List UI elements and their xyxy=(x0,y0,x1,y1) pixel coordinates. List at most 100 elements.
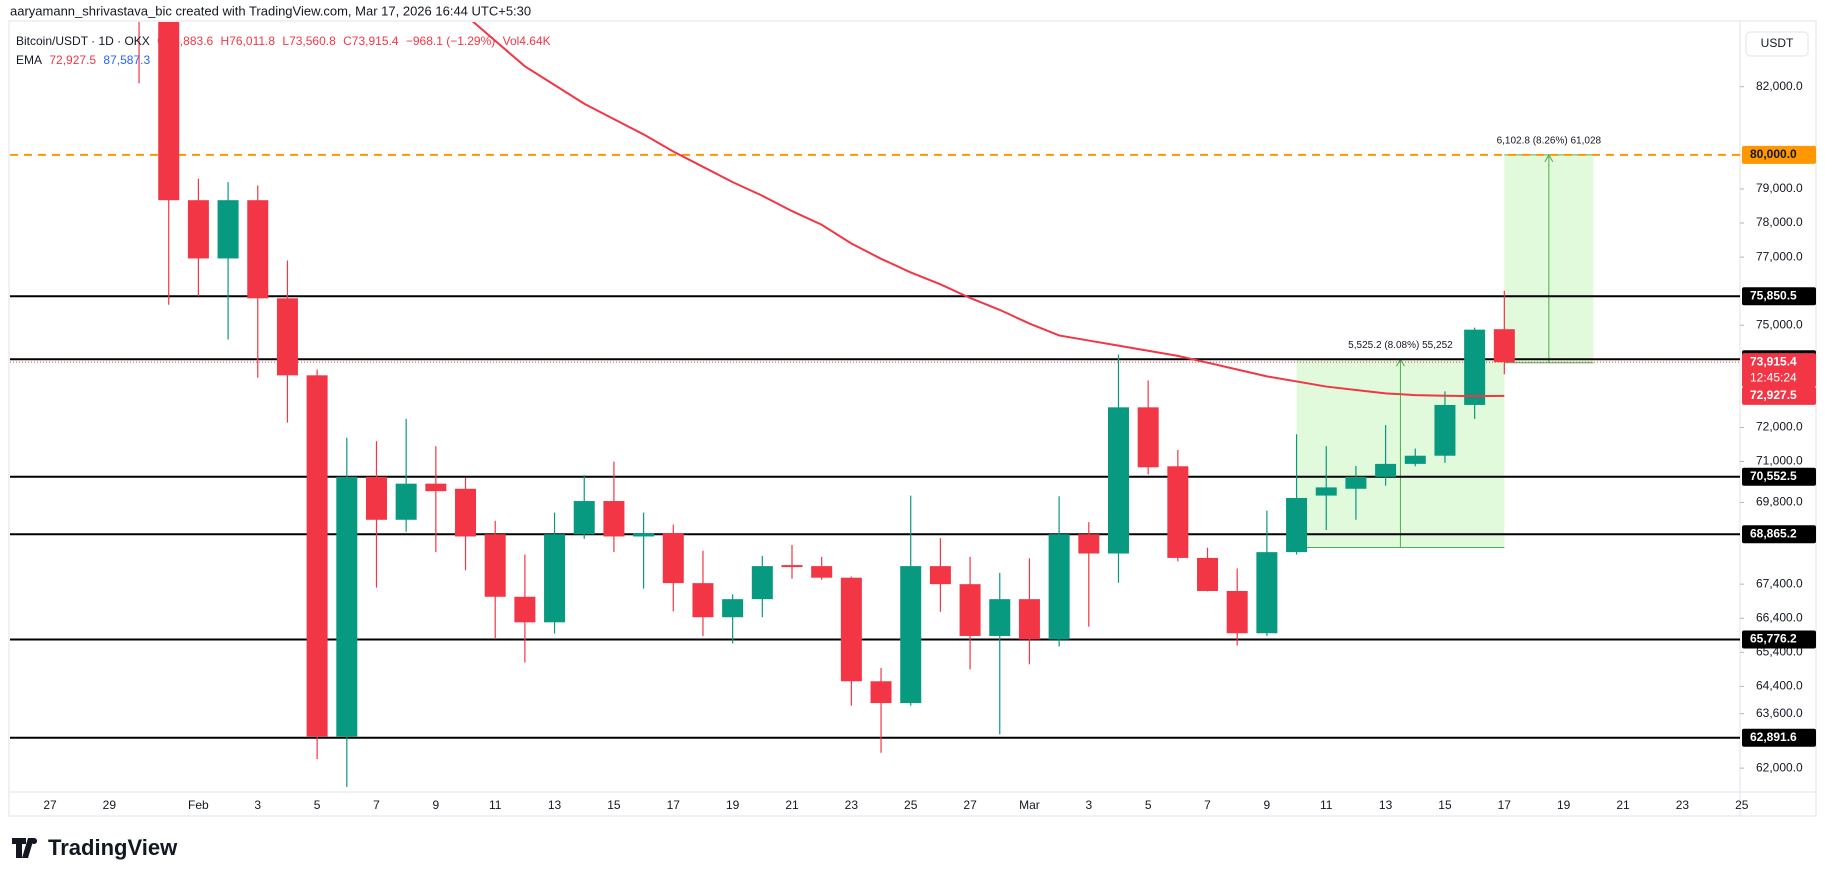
price-tag xyxy=(1742,467,1816,486)
price-tag-label: 70,552.5 xyxy=(1750,469,1797,483)
candle-body xyxy=(276,298,298,376)
x-tick-label: 5 xyxy=(314,798,321,812)
x-tick-label: 15 xyxy=(607,798,621,812)
x-tick-label: 19 xyxy=(1557,798,1571,812)
candle-body xyxy=(1286,497,1308,553)
x-tick-label: 23 xyxy=(845,798,859,812)
candle-body xyxy=(1345,476,1367,489)
x-tick-label: 3 xyxy=(1085,798,1092,812)
candle-body xyxy=(395,483,417,520)
ema-name: EMA xyxy=(16,53,43,67)
ohlc-low: L73,560.8 xyxy=(282,34,336,48)
price-tag-label: 73,915.4 xyxy=(1750,354,1797,368)
candle-body xyxy=(365,476,387,520)
price-tag xyxy=(1742,630,1816,649)
candle-body xyxy=(989,599,1011,636)
y-tick-label: 67,400.0 xyxy=(1756,576,1803,590)
ohlc-open: O74,883.6 xyxy=(157,34,214,48)
frame xyxy=(8,20,1817,817)
symbol: Bitcoin/USDT · 1D · OKX xyxy=(16,34,150,48)
candle-body xyxy=(1048,534,1070,640)
candle-body xyxy=(781,565,803,568)
symbol-legend: Bitcoin/USDT · 1D · OKX O74,883.6 H76,01… xyxy=(16,32,555,51)
y-tick-label: 75,000.0 xyxy=(1756,317,1803,331)
candle-body xyxy=(662,533,684,584)
currency-box[interactable] xyxy=(1745,31,1809,57)
price-tag xyxy=(1742,145,1816,164)
ema-legend: EMA 72,927.5 87,587.3 xyxy=(16,51,555,70)
candle-body xyxy=(692,583,714,618)
candle-body xyxy=(870,681,892,704)
credit: aaryamann_shrivastava_bic created with T… xyxy=(10,3,531,18)
candle-body xyxy=(959,584,981,636)
ema-line xyxy=(471,22,1505,398)
candle-body xyxy=(1137,407,1159,468)
candle-body xyxy=(544,534,566,623)
ema-value: 72,927.5 xyxy=(49,53,97,67)
x-tick-label: 7 xyxy=(1204,798,1211,812)
candle-body xyxy=(1464,329,1486,405)
candle-body xyxy=(900,566,922,704)
price-tag-label: 80,000.0 xyxy=(1750,147,1797,161)
y-tick-label: 72,000.0 xyxy=(1756,420,1803,434)
y-tick-label: 62,000.0 xyxy=(1756,760,1803,774)
x-tick-label: 9 xyxy=(432,798,439,812)
candle-body xyxy=(1078,534,1100,554)
x-tick-label: 23 xyxy=(1676,798,1690,812)
x-tick-label: 29 xyxy=(103,798,117,812)
candle-body xyxy=(306,375,328,737)
candle-body xyxy=(1197,557,1219,591)
candle-body xyxy=(811,566,833,578)
price-tag-label: 62,891.6 xyxy=(1750,730,1797,744)
price-tag-label: 75,850.5 xyxy=(1750,288,1797,302)
y-tick-label: 79,000.0 xyxy=(1756,181,1803,195)
y-tick-label: 78,000.0 xyxy=(1756,215,1803,229)
x-tick-label: 17 xyxy=(1498,798,1512,812)
ohlc-close: C73,915.4 xyxy=(343,34,399,48)
candle-body xyxy=(1404,455,1426,464)
price-tag-label: 72,927.5 xyxy=(1750,388,1797,402)
price-tag xyxy=(1742,353,1816,388)
candle-body xyxy=(1434,404,1456,456)
candle-body xyxy=(455,488,477,537)
countdown: 12:45:24 xyxy=(1750,370,1797,384)
x-tick-label: 15 xyxy=(1438,798,1452,812)
candle-body xyxy=(1315,487,1337,496)
candle-body xyxy=(1167,466,1189,558)
candle-body xyxy=(929,566,951,585)
price-tag xyxy=(1742,525,1816,544)
candle-body xyxy=(1018,599,1040,640)
candle-body xyxy=(217,200,239,259)
candle-body xyxy=(425,483,447,492)
candle-body xyxy=(158,22,180,201)
candle-body xyxy=(514,596,536,623)
candle-body xyxy=(633,533,655,537)
y-tick-label: 71,000.0 xyxy=(1756,454,1803,468)
candle-body xyxy=(1226,590,1248,634)
price-tag xyxy=(1742,287,1816,306)
candle-body xyxy=(722,599,744,618)
y-tick-label: 69,800.0 xyxy=(1756,495,1803,509)
candle-body xyxy=(1375,463,1397,477)
y-tick-label: 63,600.0 xyxy=(1756,706,1803,720)
brand-logo xyxy=(12,838,38,858)
candle-body xyxy=(751,566,773,600)
x-tick-label: 11 xyxy=(1320,798,1333,812)
x-tick-label: 5 xyxy=(1145,798,1152,812)
x-tick-label: 17 xyxy=(667,798,681,812)
candle-body xyxy=(573,501,595,535)
x-tick-label: 21 xyxy=(1616,798,1630,812)
plot-area: 5,525.2 (8.08%) 55,252 6,102.8 (8.26%) 61… xyxy=(10,22,1740,787)
x-tick-label: 11 xyxy=(489,798,502,812)
axis-layer: 62,000.063,600.064,400.065,400.066,400.0… xyxy=(43,79,1816,812)
currency: USDT xyxy=(1761,36,1794,50)
legend: Bitcoin/USDT · 1D · OKX O74,883.6 H76,01… xyxy=(16,32,555,70)
y-tick-label: 82,000.0 xyxy=(1756,79,1803,93)
x-tick-label: 25 xyxy=(904,798,918,812)
x-tick-label: Mar xyxy=(1019,798,1040,812)
candle-body xyxy=(1107,407,1129,554)
measure-label: 5,525.2 (8.08%) 55,252 xyxy=(1348,340,1453,351)
brand: TradingView xyxy=(48,835,178,860)
y-tick-label: 66,400.0 xyxy=(1756,610,1803,624)
